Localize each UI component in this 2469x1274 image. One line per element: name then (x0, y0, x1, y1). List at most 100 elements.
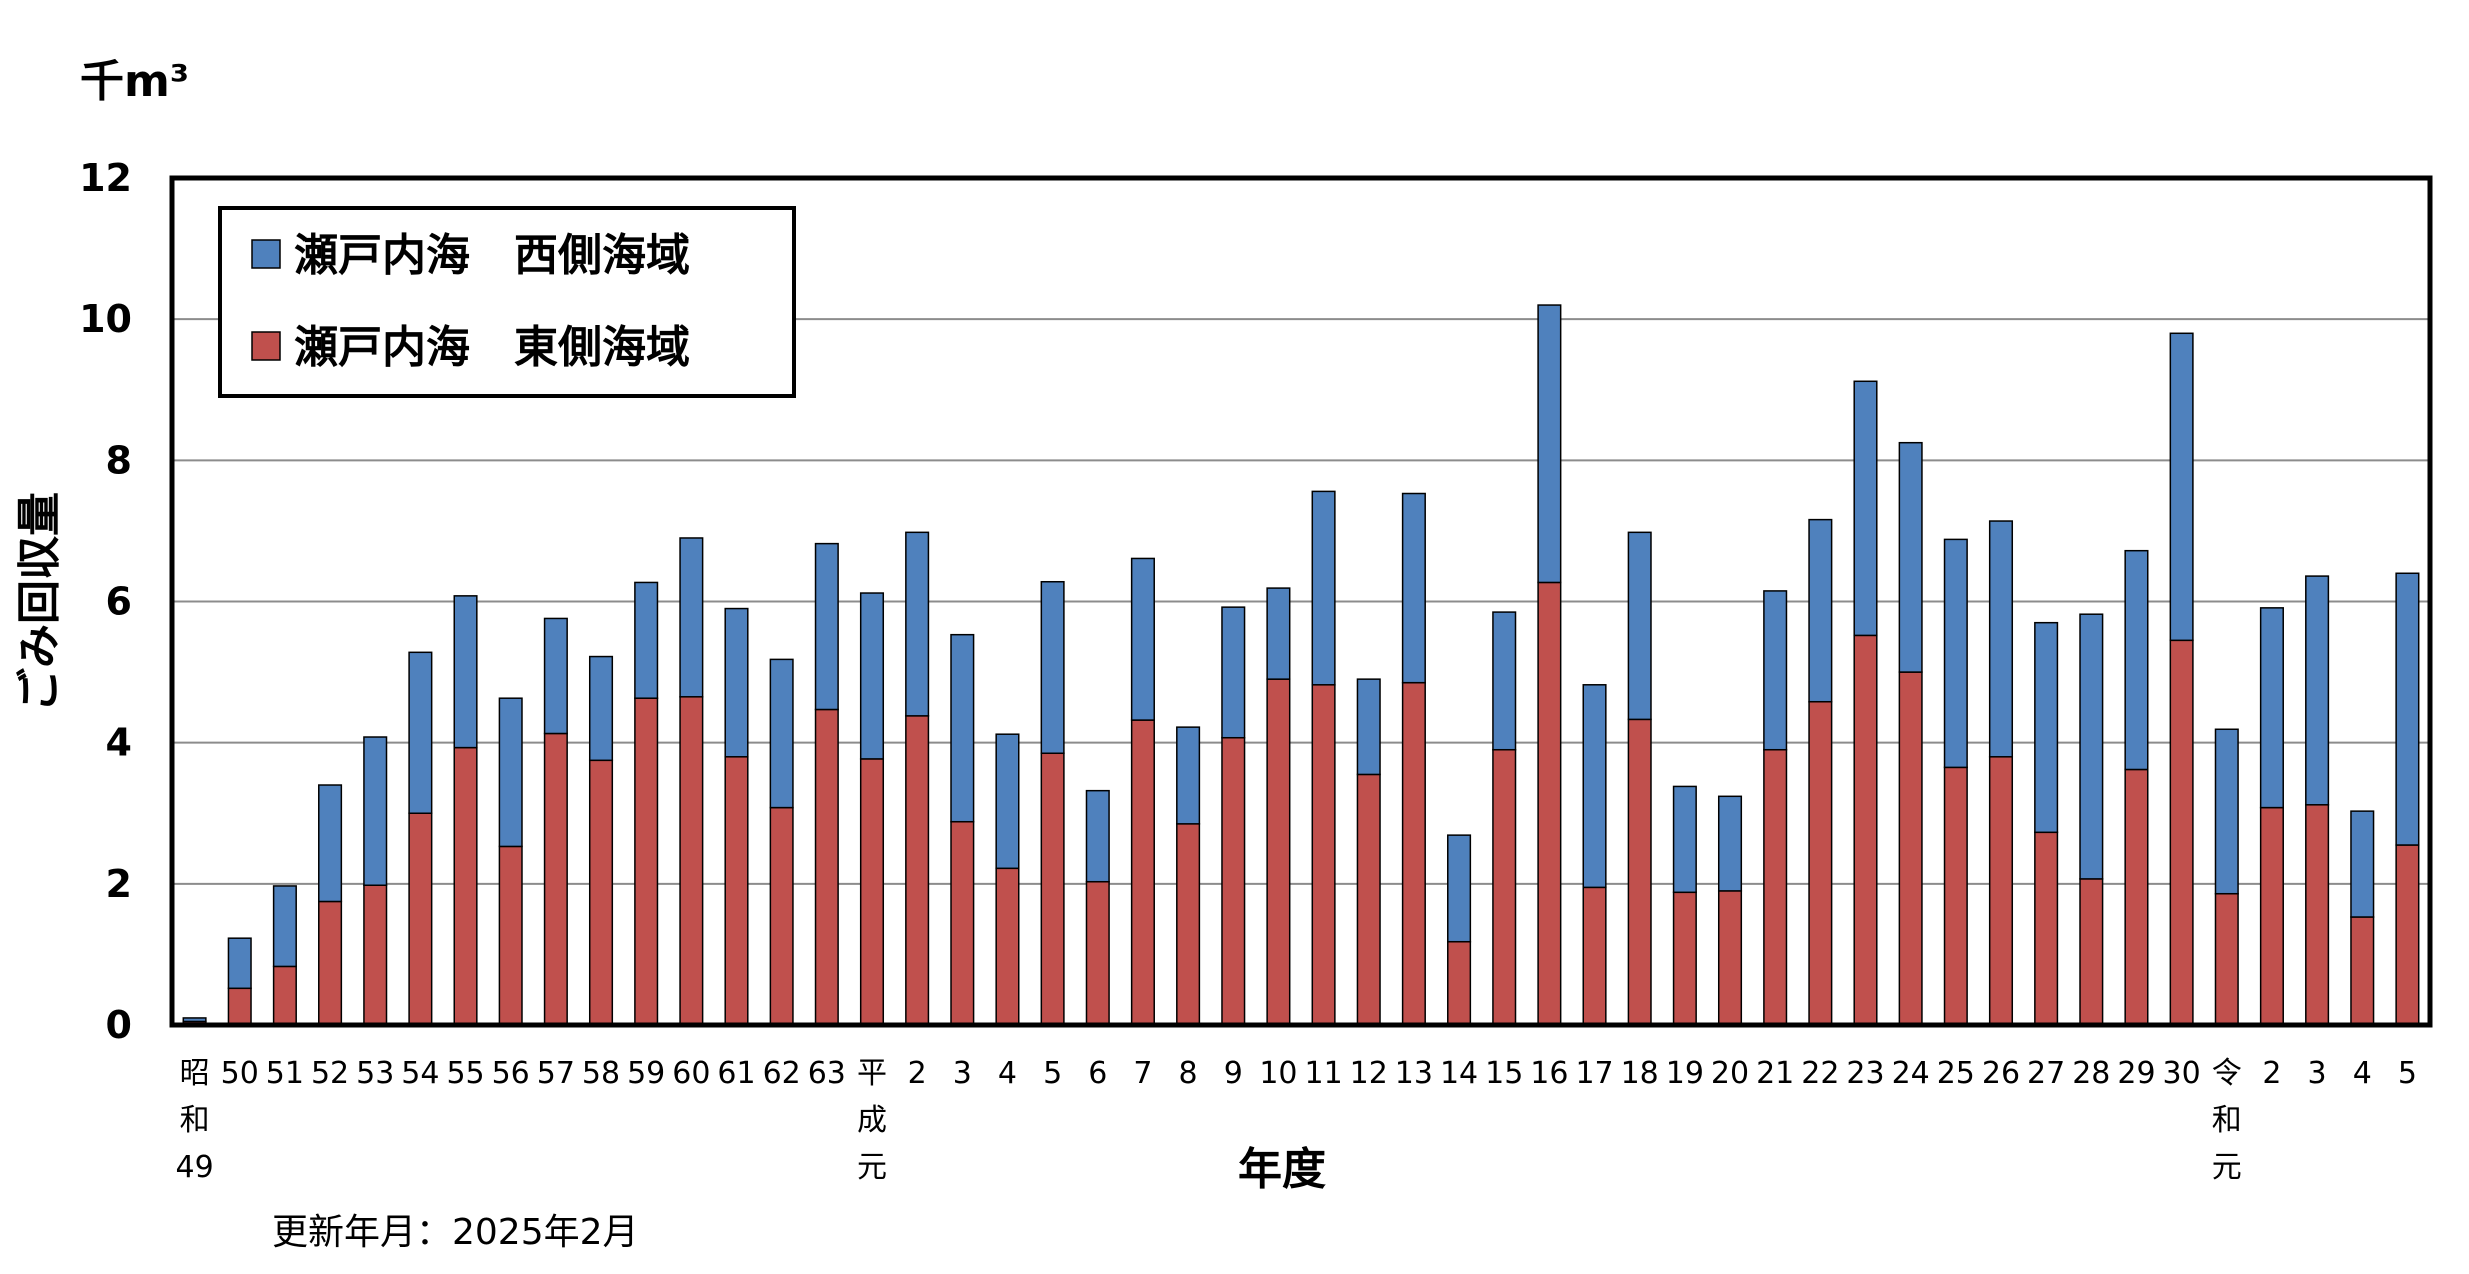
x-tick-label: 62 (763, 1056, 801, 1091)
bar-west-segment (1356, 678, 1381, 776)
x-tick-label: 昭 (180, 1056, 210, 1091)
bar-west-segment (2305, 575, 2330, 806)
x-tick-label: 52 (311, 1056, 349, 1091)
x-tick-label: 3 (953, 1056, 972, 1091)
y-tick-label: 8 (106, 438, 132, 482)
bar-west-segment (1943, 538, 1968, 769)
bar-east-segment (1040, 752, 1065, 1026)
x-tick-label: 20 (1711, 1056, 1749, 1091)
x-tick-label: 19 (1666, 1056, 1704, 1091)
x-axis-title: 年度 (1238, 1144, 1326, 1195)
bar-west-segment (995, 733, 1020, 870)
bar-west-segment (272, 885, 297, 968)
x-tick-label: 27 (2027, 1056, 2065, 1091)
x-tick-label: 30 (2163, 1056, 2201, 1091)
x-tick-label: 29 (2117, 1056, 2155, 1091)
bar-west-segment (588, 655, 614, 762)
y-tick-label: 0 (106, 1003, 132, 1047)
bar-east-segment (1763, 748, 1788, 1026)
bar-west-segment (1853, 380, 1878, 637)
bar-east-segment (1717, 890, 1743, 1026)
legend-label-east: 瀬戸内海 東側海域 (294, 322, 690, 373)
bar-west-segment (1401, 492, 1426, 684)
bar-west-segment (1130, 557, 1155, 721)
bar-east-segment (227, 987, 252, 1026)
x-tick-label: 3 (2308, 1056, 2327, 1091)
bar-east-segment (769, 806, 794, 1026)
bar-west-segment (769, 658, 794, 809)
legend: 瀬戸内海 西側海域 瀬戸内海 東側海域 (218, 206, 796, 398)
bar-west-segment (363, 736, 388, 886)
y-unit-label: 千m³ (80, 56, 189, 107)
bar-east-segment (679, 696, 704, 1026)
x-tick-label: 55 (446, 1056, 484, 1091)
bar-west-segment (1266, 587, 1291, 680)
plot-area-frame (169, 175, 2433, 1028)
bar-east-segment (1266, 678, 1291, 1026)
x-tick-label: 2 (2262, 1056, 2281, 1091)
bar-west-segment (1627, 531, 1652, 721)
bar-west-segment (724, 607, 749, 758)
x-tick-label: 63 (808, 1056, 846, 1091)
bar-east-segment (1447, 940, 1472, 1026)
x-tick-label: 60 (672, 1056, 710, 1091)
bar-west-segment (1808, 518, 1833, 703)
bar-east-segment (498, 845, 523, 1026)
y-tick-label: 10 (79, 297, 132, 341)
x-tick-label: 25 (1937, 1056, 1975, 1091)
x-tick-label: 10 (1259, 1056, 1297, 1091)
bar-east-segment (814, 708, 839, 1026)
x-tick-label: 49 (175, 1150, 213, 1185)
x-tick-label: 61 (717, 1056, 755, 1091)
bar-east-segment (2305, 804, 2330, 1026)
bar-west-segment (1447, 834, 1472, 943)
bar-west-segment (2395, 572, 2420, 846)
bar-west-segment (950, 633, 975, 823)
bar-west-segment (1085, 789, 1110, 883)
bar-east-segment (588, 759, 614, 1026)
bar-west-segment (1988, 520, 2014, 758)
bars (182, 304, 2420, 1026)
bar-east-segment (905, 715, 930, 1026)
bar-east-segment (453, 746, 478, 1026)
bar-east-segment (1130, 719, 1155, 1026)
bar-west-segment (1311, 490, 1336, 686)
bar-east-segment (1943, 766, 1968, 1026)
bar-east-segment (1356, 773, 1381, 1026)
update-note: 更新年月：2025年2月 (272, 1212, 639, 1253)
bar-east-segment (1627, 718, 1652, 1026)
x-tick-label: 24 (1892, 1056, 1930, 1091)
x-tick-label: 5 (1043, 1056, 1062, 1091)
bar-east-segment (634, 697, 659, 1026)
x-tick-label: 50 (221, 1056, 259, 1091)
bar-east-segment (1085, 880, 1110, 1026)
x-tick-label: 51 (266, 1056, 304, 1091)
bar-west-segment (498, 697, 523, 848)
bar-east-segment (859, 758, 885, 1026)
x-tick-label: 和 (2212, 1103, 2242, 1138)
bar-east-segment (1176, 823, 1201, 1026)
x-tick-label: 22 (1801, 1056, 1839, 1091)
bar-west-segment (2214, 728, 2239, 895)
bar-east-segment (1537, 581, 1562, 1026)
x-tick-label: 6 (1088, 1056, 1107, 1091)
y-tick-label: 6 (106, 580, 132, 624)
x-tick-label: 16 (1530, 1056, 1568, 1091)
x-tick-label: 21 (1756, 1056, 1794, 1091)
legend-box (218, 206, 796, 398)
y-tick-label: 4 (106, 721, 132, 765)
bar-west-segment (1040, 580, 1065, 755)
legend-swatch-east (251, 331, 281, 361)
x-tick-label: 26 (1982, 1056, 2020, 1091)
bar-west-segment (634, 581, 659, 699)
bar-west-segment (1582, 684, 1607, 889)
bar-east-segment (2395, 844, 2420, 1026)
x-tick-label: 56 (492, 1056, 530, 1091)
legend-label-west: 瀬戸内海 西側海域 (294, 230, 690, 281)
bar-east-segment (363, 884, 388, 1026)
x-tick-label: 58 (582, 1056, 620, 1091)
bar-west-segment (679, 537, 704, 698)
bar-east-segment (1582, 886, 1607, 1026)
bar-west-segment (2124, 549, 2149, 771)
